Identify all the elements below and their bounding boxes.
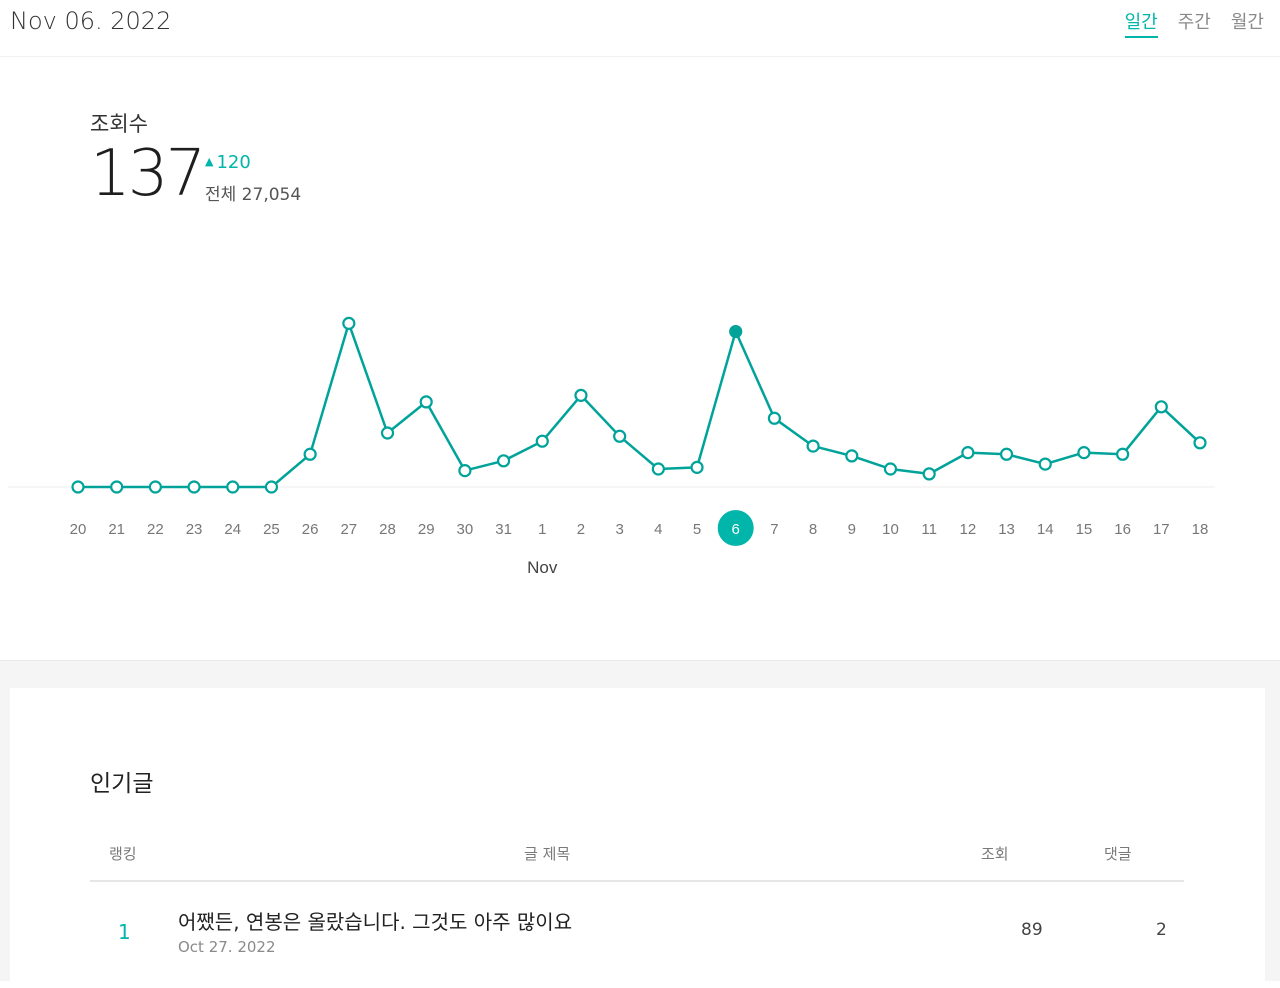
tab-monthly[interactable]: 월간 [1230,12,1264,33]
data-point [71,480,85,494]
x-tick-label: 11 [921,521,937,538]
x-tick-label: 15 [1076,521,1093,538]
data-point [767,411,782,425]
data-point [110,480,124,494]
data-point [729,324,743,339]
data-point [1154,400,1168,414]
data-point [342,316,356,330]
views-delta: ▲ 120 [205,152,251,173]
x-tick-label: 7 [770,521,778,538]
popular-posts-table: 랭킹 글 제목 조회 댓글 1 어쨌든, 연봉은 올랐습니다. 그것도 아주 많… [90,836,1184,982]
data-point [922,467,936,481]
views-chart: 20 21 22 23 24 25 26 27 28 29 30 31 1 2 3 4 5 6 7 8 9 10 11 12 1… [0,230,1280,600]
month-label: Nov [527,558,558,577]
x-tick-label: 29 [418,521,435,538]
x-tick-label: 22 [147,521,164,538]
data-point [187,480,201,494]
table-header: 랭킹 글 제목 조회 댓글 [90,836,1184,882]
popular-posts-card: 인기글 랭킹 글 제목 조회 댓글 1 어쨌든, 연봉은 올랐습니다. 그것도 … [10,688,1265,988]
period-tabs: 일간 주간 월간 [1124,8,1264,38]
x-tick-label: 3 [615,521,623,538]
views-line-chart: 20 21 22 23 24 25 26 27 28 29 30 31 1 2 3 4 5 6 7 8 9 10 11 12 1… [8,316,1215,577]
data-point [380,426,395,440]
current-date: Nov 06. 2022 [10,7,172,35]
x-tick-label: 24 [224,521,241,538]
x-tick-label: 20 [70,521,87,538]
top-bar: Nov 06. 2022 일간 주간 월간 [0,0,1280,57]
column-title: 글 제목 [524,845,571,863]
x-tick-label: 12 [960,521,977,538]
post-date: Oct 27. 2022 [178,938,276,956]
x-tick-label: 2 [577,521,585,538]
x-tick-label: 1 [538,521,546,538]
tab-weekly[interactable]: 주간 [1177,12,1211,33]
x-tick-label: 14 [1037,521,1054,538]
table-row[interactable]: 1 어쨌든, 연봉은 올랐습니다. 그것도 아주 많이요 Oct 27. 202… [90,882,1184,982]
x-tick-label: 30 [457,521,474,538]
x-tick-label: 16 [1114,521,1131,538]
data-point [264,480,279,494]
selected-day-marker [717,510,754,546]
x-tick-label: 6 [732,521,740,538]
x-tick-label: 17 [1153,521,1170,538]
x-tick-label: 10 [882,521,899,538]
views-summary: 조회수 137 ▲ 120 전체 27,054 [90,108,301,210]
data-point [961,446,975,460]
data-point [574,388,588,402]
column-comments: 댓글 [1104,845,1132,863]
post-views: 89 [1021,920,1043,940]
x-tick-label: 21 [108,521,125,538]
data-point [806,439,820,453]
column-views: 조회 [981,845,1009,863]
popular-posts-title: 인기글 [90,771,154,797]
data-point [651,462,665,476]
data-point [845,449,859,463]
x-tick-label: 26 [302,521,319,538]
x-tick-label: 5 [693,521,701,538]
data-point [458,464,472,478]
triangle-up-icon: ▲ [205,155,214,168]
x-tick-label: 27 [340,521,357,538]
column-rank: 랭킹 [109,845,137,863]
data-point [1077,446,1091,460]
data-point [999,447,1014,461]
views-total: 전체 27,054 [205,185,302,205]
data-point [148,480,162,494]
data-point [613,429,627,443]
x-tick-label: 9 [848,521,856,538]
post-title-link[interactable]: 어쨌든, 연봉은 올랐습니다. 그것도 아주 많이요 [178,910,573,934]
data-point [1038,457,1052,471]
data-point [1116,447,1130,461]
views-count: 137 [90,137,206,211]
x-tick-label: 28 [379,521,396,538]
x-tick-label: 23 [186,521,203,538]
data-point [226,480,240,494]
data-point [303,447,317,461]
tab-daily[interactable]: 일간 [1124,8,1158,38]
x-tick-label: 8 [809,521,817,538]
series-line [78,322,1201,489]
data-point [496,454,511,468]
data-point [535,434,549,448]
x-tick-label: 18 [1192,521,1209,538]
x-tick-label: 25 [263,521,280,538]
data-point [1193,436,1207,450]
post-rank: 1 [118,920,131,944]
x-tick-label: 4 [654,521,662,538]
data-point [690,460,704,474]
data-point [883,462,898,476]
views-delta-value: 120 [216,152,251,173]
views-label: 조회수 [90,112,148,136]
x-tick-label: 13 [998,521,1015,538]
data-point [419,395,433,409]
post-comments: 2 [1156,920,1167,940]
x-tick-label: 31 [495,521,512,538]
